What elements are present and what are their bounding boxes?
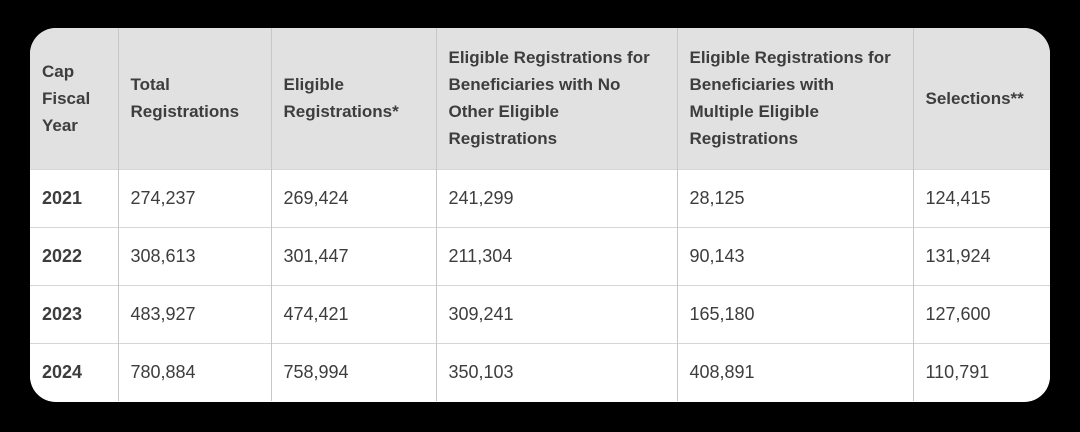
column-header-no-other-eligible: Eligible Registrations for Beneficiaries… <box>435 28 677 169</box>
cell-no-other-eligible: 309,241 <box>435 284 677 343</box>
cell-year: 2022 <box>30 226 118 285</box>
cell-multiple-eligible: 165,180 <box>676 284 913 343</box>
cell-total-registrations: 780,884 <box>117 342 271 401</box>
table-row: 2024 780,884 758,994 350,103 408,891 110… <box>30 342 1050 401</box>
cell-selections: 124,415 <box>912 168 1050 227</box>
cell-selections: 131,924 <box>912 226 1050 285</box>
cell-multiple-eligible: 408,891 <box>676 342 913 401</box>
column-header-selections: Selections** <box>912 28 1050 169</box>
column-header-eligible-registrations: Eligible Registrations* <box>270 28 436 169</box>
cell-eligible-registrations: 474,421 <box>270 284 436 343</box>
cell-selections: 127,600 <box>912 284 1050 343</box>
cell-year: 2023 <box>30 284 118 343</box>
table-row: 2023 483,927 474,421 309,241 165,180 127… <box>30 284 1050 343</box>
cell-total-registrations: 483,927 <box>117 284 271 343</box>
cell-no-other-eligible: 241,299 <box>435 168 677 227</box>
column-header-cap-fiscal-year: Cap Fiscal Year <box>30 28 118 169</box>
cell-year: 2021 <box>30 168 118 227</box>
table-row: 2022 308,613 301,447 211,304 90,143 131,… <box>30 226 1050 285</box>
column-header-multiple-eligible: Eligible Registrations for Beneficiaries… <box>676 28 913 169</box>
column-header-total-registrations: Total Registrations <box>117 28 271 169</box>
cell-selections: 110,791 <box>912 342 1050 401</box>
cell-multiple-eligible: 90,143 <box>676 226 913 285</box>
cell-eligible-registrations: 758,994 <box>270 342 436 401</box>
cell-eligible-registrations: 301,447 <box>270 226 436 285</box>
cell-multiple-eligible: 28,125 <box>676 168 913 227</box>
registrations-table-card: Cap Fiscal Year Total Registrations Elig… <box>30 28 1050 402</box>
header-row: Cap Fiscal Year Total Registrations Elig… <box>30 28 1050 169</box>
h1b-cap-registrations-table: Cap Fiscal Year Total Registrations Elig… <box>30 28 1050 401</box>
cell-total-registrations: 274,237 <box>117 168 271 227</box>
cell-no-other-eligible: 350,103 <box>435 342 677 401</box>
table-row: 2021 274,237 269,424 241,299 28,125 124,… <box>30 168 1050 227</box>
cell-year: 2024 <box>30 342 118 401</box>
cell-total-registrations: 308,613 <box>117 226 271 285</box>
cell-eligible-registrations: 269,424 <box>270 168 436 227</box>
cell-no-other-eligible: 211,304 <box>435 226 677 285</box>
